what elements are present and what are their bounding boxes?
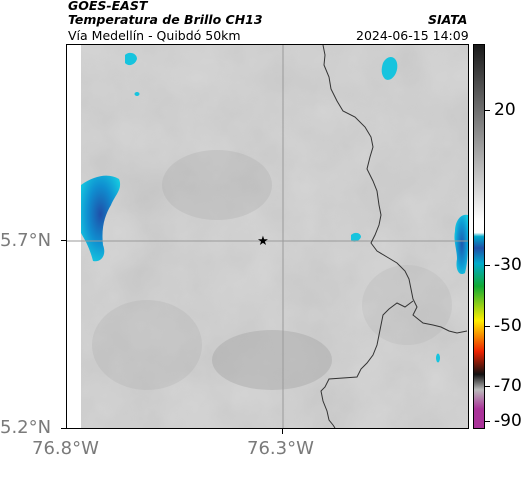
cloud-patch [162,150,272,220]
colorbar-label-20: 20 [494,100,516,120]
cold-cloud-cell [436,353,440,363]
location-subtitle: Vía Medellín - Quibdó 50km [68,28,241,43]
colorbar-label-minus-30: -30 [494,255,522,275]
lat-label-5-2: 5.2°N [0,417,52,438]
star-icon: ★ [257,234,269,249]
lon-label-76-3: 76.3°W [247,438,314,459]
cloud-patch [92,300,202,390]
satellite-title: GOES-EAST [68,0,148,13]
cloud-patch [212,330,332,390]
colorbar-label-minus-70: -70 [494,376,522,396]
colorbar-tick [485,265,490,266]
cold-cloud-cluster-east [454,214,468,275]
colorbar-tick [485,110,490,111]
lon-label-76-8: 76.8°W [32,438,99,459]
colorbar-tick [485,421,490,422]
colorbar [473,44,485,429]
timestamp-label: 2024-06-15 14:09 [356,28,469,43]
colorbar-label-minus-90: -90 [494,411,522,431]
lat-tick [61,240,66,241]
cloud-texture [81,45,468,428]
satellite-map[interactable]: ★ [66,44,469,429]
colorbar-tick [485,326,490,327]
cold-cloud-cell [351,232,361,242]
department-border [322,45,468,334]
map-canvas: ★ [67,45,468,428]
lat-label-5-7: 5.7°N [0,230,52,251]
lat-tick [61,428,66,429]
cold-cloud-cell [381,57,398,80]
cold-cloud-cluster-west [81,175,121,262]
product-title: Temperatura de Brillo CH13 [68,12,263,27]
lon-tick [282,429,283,434]
cold-cloud-cell [134,92,140,96]
colorbar-tick [485,386,490,387]
cold-cloud-cell [125,52,137,66]
department-border [320,300,414,428]
colorbar-label-minus-50: -50 [494,316,522,336]
source-label: SIATA [428,12,468,27]
